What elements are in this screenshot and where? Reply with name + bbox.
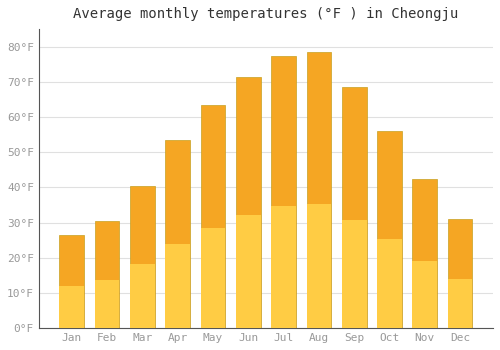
Bar bbox=[306, 204, 331, 328]
Bar bbox=[342, 220, 366, 328]
Bar bbox=[60, 235, 84, 328]
Bar bbox=[166, 140, 190, 328]
Bar bbox=[412, 179, 437, 328]
Bar bbox=[342, 87, 366, 328]
Bar bbox=[94, 221, 120, 328]
Bar bbox=[166, 244, 190, 328]
Bar bbox=[448, 279, 472, 328]
Title: Average monthly temperatures (°F ) in Cheongju: Average monthly temperatures (°F ) in Ch… bbox=[74, 7, 458, 21]
Bar bbox=[236, 77, 260, 328]
Bar bbox=[377, 131, 402, 328]
Bar bbox=[200, 228, 226, 328]
Bar bbox=[271, 205, 296, 328]
Bar bbox=[377, 239, 402, 328]
Bar bbox=[130, 186, 155, 328]
Bar bbox=[236, 215, 260, 328]
Bar bbox=[306, 52, 331, 328]
Bar bbox=[271, 56, 296, 328]
Bar bbox=[60, 286, 84, 328]
Bar bbox=[412, 261, 437, 328]
Bar bbox=[130, 264, 155, 328]
Bar bbox=[200, 105, 226, 328]
Bar bbox=[448, 219, 472, 328]
Bar bbox=[94, 280, 120, 328]
